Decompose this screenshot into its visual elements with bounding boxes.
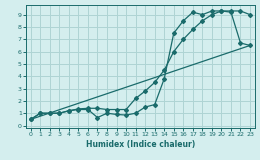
X-axis label: Humidex (Indice chaleur): Humidex (Indice chaleur) <box>86 140 195 149</box>
